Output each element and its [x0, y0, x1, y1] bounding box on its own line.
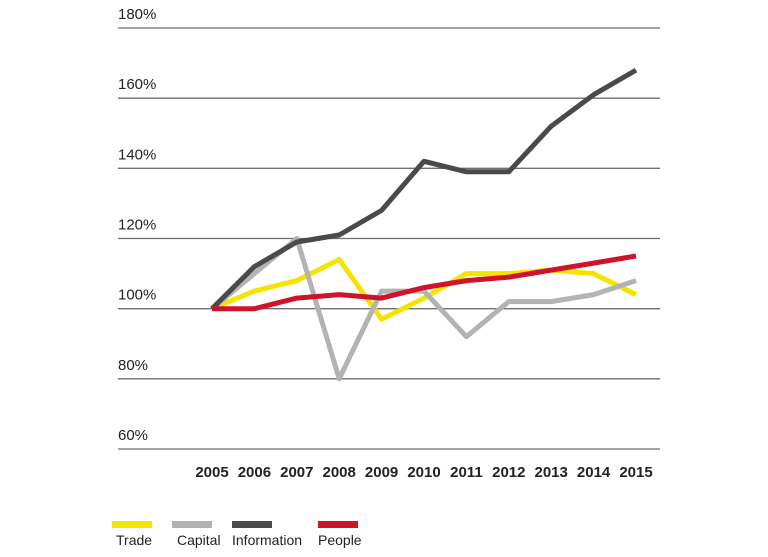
legend: Trade Capital Information People	[112, 521, 362, 548]
y-tick-label: 80%	[118, 357, 148, 374]
x-tick-label: 2007	[280, 464, 313, 481]
y-tick-label: 180%	[118, 6, 156, 23]
x-tick-label: 2013	[535, 464, 568, 481]
x-tick-label: 2011	[450, 464, 483, 481]
x-tick-label: 2014	[577, 464, 611, 481]
series-line-people	[212, 253, 637, 312]
y-tick-label: 120%	[118, 217, 156, 234]
legend-item-trade: Trade	[112, 521, 152, 548]
series-line-information	[210, 67, 638, 311]
y-tick-label: 60%	[118, 427, 148, 444]
x-tick-label: 2005	[195, 464, 228, 481]
x-tick-label: 2009	[365, 464, 398, 481]
legend-swatch	[232, 521, 272, 528]
legend-label: Information	[232, 532, 302, 548]
series-line-trade	[211, 257, 638, 322]
legend-label: Trade	[116, 532, 152, 548]
legend-item-capital: Capital	[172, 521, 221, 548]
legend-label: Capital	[177, 532, 221, 548]
gridlines	[118, 27, 660, 450]
y-axis-ticks: 180% 160% 140% 120% 100% 80% 60%	[118, 6, 156, 444]
legend-item-people: People	[318, 521, 362, 548]
legend-swatch	[172, 521, 212, 528]
x-tick-label: 2006	[238, 464, 271, 481]
y-tick-label: 160%	[118, 76, 156, 93]
legend-swatch	[112, 521, 152, 528]
y-tick-label: 100%	[118, 287, 156, 304]
series-lines	[210, 67, 638, 382]
legend-item-information: Information	[232, 521, 302, 548]
legend-swatch	[318, 521, 358, 528]
legend-label: People	[318, 532, 362, 548]
x-tick-label: 2010	[407, 464, 440, 481]
x-tick-label: 2015	[619, 464, 652, 481]
y-tick-label: 140%	[118, 146, 156, 163]
x-axis-ticks: 2005 2006 2007 2008 2009 2010 2011 2012 2013 2014…	[195, 464, 652, 481]
x-tick-label: 2008	[323, 464, 356, 481]
x-tick-label: 2012	[492, 464, 525, 481]
